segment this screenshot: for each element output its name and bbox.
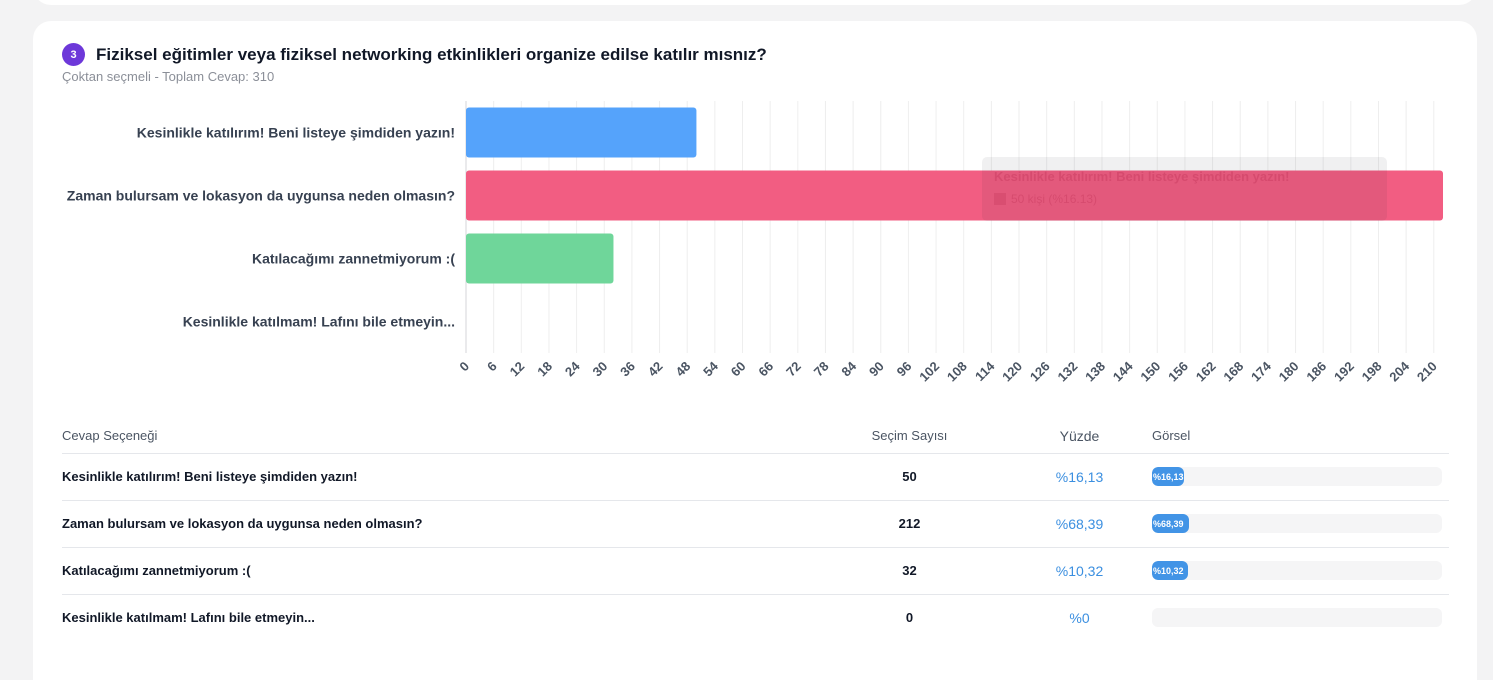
x-tick-label: 186 [1303,359,1329,385]
previous-question-card [33,0,1477,5]
x-tick-label: 120 [999,359,1025,385]
question-header: 3 Fiziksel eğitimler veya fiziksel netwo… [62,43,767,66]
x-tick-label: 54 [700,358,721,379]
x-tick-label: 114 [972,358,998,384]
chart-category-labels: Kesinlikle katılırım! Beni listeye şimdi… [67,125,456,330]
x-tick-label: 138 [1082,359,1108,385]
x-tick-label: 72 [783,359,804,380]
chart-bars [466,107,1443,284]
progress-label: %16,13 [1153,471,1184,482]
x-tick-label: 18 [534,359,555,380]
chart-x-ticks: 0 6 12 18 24 30 36 42 48 54 60 66 72 78 84 90 96 102 108 11… [456,358,1440,384]
table-header-row: Cevap Seçeneği Seçim Sayısı Yüzde Görsel [62,419,1449,454]
progress-track: %16,13 [1152,467,1442,486]
x-tick-label: 60 [728,359,749,380]
x-tick-label: 144 [1110,358,1136,384]
x-tick-label: 12 [507,359,528,380]
chart-bar[interactable] [466,170,1443,221]
x-tick-label: 210 [1414,359,1440,385]
row-percent: %16,13 [1007,453,1152,501]
results-table: Cevap Seçeneği Seçim Sayısı Yüzde Görsel… [62,419,1449,641]
table-row: Kesinlikle katılırım! Beni listeye şimdi… [62,453,1449,501]
question-title: Fiziksel eğitimler veya fiziksel network… [96,44,767,64]
x-tick-label: 0 [456,359,472,375]
x-tick-label: 48 [672,359,693,380]
tooltip-body: 50 kişi (%16.13) [1011,192,1097,206]
progress-fill: %68,39 [1152,514,1189,533]
category-label: Katılacağımı zannetmiyorum :( [252,251,455,267]
x-tick-label: 42 [645,359,666,380]
x-tick-label: 30 [590,359,611,380]
x-tick-label: 126 [1027,359,1053,385]
x-tick-label: 66 [755,359,776,380]
question-number-badge: 3 [62,43,85,66]
row-visual: %10,32 [1152,547,1449,595]
chart-bar[interactable] [466,107,697,158]
x-tick-label: 156 [1165,359,1191,385]
x-tick-label: 96 [894,359,915,380]
progress-track [1152,608,1442,628]
header-percent: Yüzde [1007,419,1152,454]
x-tick-label: 162 [1193,359,1219,385]
category-label: Kesinlikle katılırım! Beni listeye şimdi… [137,125,455,141]
chart-tooltip: Kesinlikle katılırım! Beni listeye şimdi… [982,157,1387,221]
x-tick-label: 102 [916,359,942,385]
row-visual: %68,39 [1152,500,1449,548]
row-option: Katılacağımı zannetmiyorum :( [62,547,812,595]
category-label: Zaman bulursam ve lokasyon da uygunsa ne… [67,188,455,204]
x-tick-label: 174 [1248,358,1274,384]
row-option: Zaman bulursam ve lokasyon da uygunsa ne… [62,500,812,548]
row-visual: %16,13 [1152,453,1449,501]
x-tick-label: 180 [1276,359,1302,385]
table-body: Kesinlikle katılırım! Beni listeye şimdi… [62,453,1449,641]
x-tick-label: 168 [1220,359,1246,385]
x-tick-label: 192 [1331,359,1357,385]
x-tick-label: 24 [562,358,583,379]
progress-fill: %16,13 [1152,467,1185,486]
x-tick-label: 108 [944,359,970,385]
tooltip-swatch [994,193,1006,205]
category-label: Kesinlikle katılmam! Lafını bile etmeyin… [183,314,455,330]
header-visual: Görsel [1152,419,1449,454]
row-count: 212 [812,500,1007,548]
tooltip-box [982,157,1387,221]
table-row: Katılacağımı zannetmiyorum :(32 %10,32 %10… [62,547,1449,595]
x-tick-label: 132 [1054,359,1080,385]
progress-fill: %10,32 [1152,561,1188,580]
x-tick-label: 90 [866,359,887,380]
progress-track: %68,39 [1152,514,1442,533]
x-tick-label: 150 [1137,359,1163,385]
chart-bar[interactable] [466,233,614,284]
progress-label: %68,39 [1153,518,1184,529]
x-tick-label: 36 [617,359,638,380]
row-count: 0 [905,610,914,626]
table-row: Kesinlikle katılmam! Lafını bile etmeyin… [62,594,1449,641]
header-count: Seçim Sayısı [812,419,1007,454]
row-percent: %10,32 [1007,547,1152,595]
row-count: 50 [812,453,1007,501]
row-visual [1152,594,1449,641]
progress-track: %10,32 [1152,561,1442,580]
row-percent: %0 [1069,609,1090,626]
row-percent: %68,39 [1007,500,1152,548]
x-tick-label: 204 [1386,358,1412,384]
x-tick-label: 84 [838,358,859,379]
row-option: Kesinlikle katılırım! Beni listeye şimdi… [62,453,812,501]
bar-chart: Kesinlikle katılırım! Beni listeye şimdi… [67,101,1443,384]
row-option: Kesinlikle katılmam! Lafını bile etmeyin… [62,610,315,626]
question-subtitle: Çoktan seçmeli - Toplam Cevap: 310 [62,69,275,84]
header-option: Cevap Seçeneği [62,419,812,454]
tooltip-title: Kesinlikle katılırım! Beni listeye şimdi… [994,169,1290,184]
question-card: 3 Fiziksel eğitimler veya fiziksel netwo… [33,21,1477,680]
x-tick-label: 198 [1359,359,1385,385]
x-tick-label: 6 [484,359,500,375]
row-count: 32 [812,547,1007,595]
progress-label: %10,32 [1153,565,1184,576]
x-tick-label: 78 [811,359,832,380]
table-row: Zaman bulursam ve lokasyon da uygunsa ne… [62,500,1449,548]
